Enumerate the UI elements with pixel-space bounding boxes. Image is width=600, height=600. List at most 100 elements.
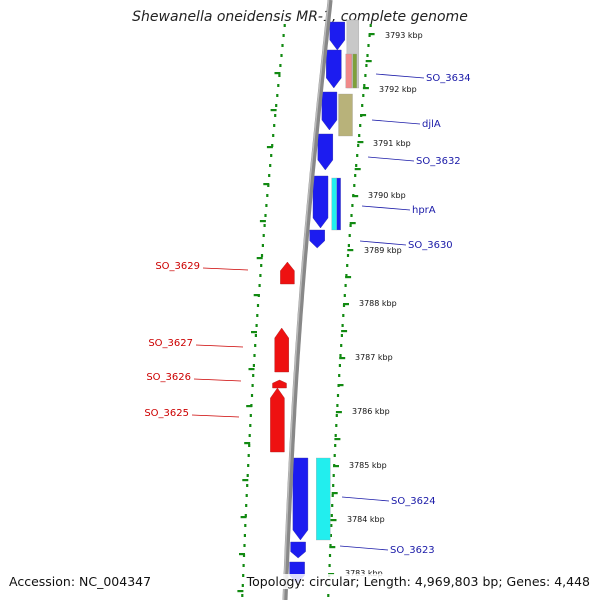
feature-block-cyan[interactable] bbox=[331, 177, 337, 231]
kbp-label: 3790 kbp bbox=[368, 191, 406, 200]
right-tick-dot bbox=[331, 494, 334, 497]
accession-text: Accession: NC_004347 bbox=[9, 574, 152, 589]
left-tick-dot bbox=[262, 234, 265, 237]
right-tick-dash bbox=[354, 168, 361, 171]
right-tick-dot bbox=[334, 434, 337, 437]
reverse-gene[interactable] bbox=[270, 387, 285, 453]
right-tick-dot bbox=[343, 294, 346, 297]
forward-gene[interactable] bbox=[329, 21, 345, 51]
label-connector bbox=[367, 156, 415, 162]
right-tick-dot bbox=[348, 234, 351, 237]
genome-summary-text: Topology: circular; Length: 4,969,803 bp… bbox=[246, 574, 590, 589]
left-tick-dash bbox=[256, 257, 263, 260]
left-tick-dot bbox=[245, 504, 248, 507]
left-tick-dash bbox=[237, 590, 244, 593]
gene-label-SO_3632[interactable]: SO_3632 bbox=[416, 156, 461, 167]
right-tick-dot bbox=[344, 284, 347, 287]
right-tick-dot bbox=[347, 244, 350, 247]
left-tick-dash bbox=[274, 72, 281, 75]
left-tick-dot bbox=[251, 384, 254, 387]
right-tick-dot bbox=[350, 214, 353, 217]
right-tick-dash bbox=[357, 141, 364, 144]
left-tick-dot bbox=[252, 374, 255, 377]
left-tick-dot bbox=[277, 84, 280, 87]
gene-label-SO_3623[interactable]: SO_3623 bbox=[390, 545, 435, 556]
tick-marks bbox=[237, 24, 375, 597]
gene-label-SO_3634[interactable]: SO_3634 bbox=[426, 73, 471, 84]
right-tick-dash bbox=[335, 411, 342, 414]
right-tick-dash bbox=[360, 114, 367, 117]
left-tick-dot bbox=[246, 484, 249, 487]
gene-label-SO_3630[interactable]: SO_3630 bbox=[408, 240, 453, 251]
left-tick-dot bbox=[259, 274, 262, 277]
right-tick-dot bbox=[338, 374, 341, 377]
label-connector bbox=[361, 205, 411, 211]
feature-block-cyan-large[interactable] bbox=[316, 457, 331, 541]
label-connector bbox=[191, 414, 240, 418]
kbp-label: 3787 kbp bbox=[355, 353, 393, 362]
right-tick-dot bbox=[342, 314, 345, 317]
right-tick-dot bbox=[346, 254, 350, 257]
right-tick-dash bbox=[365, 60, 372, 63]
reverse-gene[interactable] bbox=[272, 379, 287, 389]
forward-gene[interactable] bbox=[321, 91, 338, 131]
right-tick-dot bbox=[340, 334, 343, 337]
feature-block-olive[interactable] bbox=[338, 93, 353, 137]
gene-label-SO_3626[interactable]: SO_3626 bbox=[146, 372, 191, 383]
right-tick-dash bbox=[343, 303, 349, 306]
right-tick-dash bbox=[334, 438, 341, 441]
right-tick-dash bbox=[339, 357, 346, 360]
left-tick-dot bbox=[271, 144, 274, 147]
left-tick-dot bbox=[256, 314, 259, 317]
feature-block-green[interactable] bbox=[352, 53, 357, 89]
forward-gene[interactable] bbox=[312, 175, 329, 229]
left-tick-dot bbox=[254, 344, 257, 347]
forward-gene[interactable] bbox=[292, 457, 309, 541]
left-tick-dash bbox=[239, 553, 245, 556]
right-tick-dot bbox=[331, 504, 334, 507]
left-tick-dot bbox=[269, 164, 272, 167]
left-tick-dot bbox=[266, 194, 269, 197]
right-tick-dot bbox=[357, 144, 360, 147]
left-tick-dot bbox=[264, 214, 267, 217]
right-tick-dot bbox=[367, 44, 370, 47]
right-tick-dot bbox=[354, 174, 357, 177]
right-tick-dot bbox=[340, 344, 343, 347]
gene-label-hprA[interactable]: hprA bbox=[412, 205, 436, 216]
feature-block-blue[interactable] bbox=[336, 177, 341, 231]
gene-label-SO_3629[interactable]: SO_3629 bbox=[155, 261, 200, 272]
right-tick-dot bbox=[369, 24, 372, 27]
right-tick-dot bbox=[362, 94, 365, 97]
forward-gene[interactable] bbox=[309, 229, 325, 249]
right-tick-dash bbox=[333, 465, 339, 468]
right-tick-dash bbox=[337, 384, 344, 387]
forward-gene[interactable] bbox=[317, 133, 333, 171]
right-tick-dot bbox=[336, 404, 339, 407]
gene-label-SO_3625[interactable]: SO_3625 bbox=[144, 408, 189, 419]
gene-label-SO_3624[interactable]: SO_3624 bbox=[391, 496, 436, 507]
right-tick-dot bbox=[330, 524, 333, 527]
right-tick-dash bbox=[345, 276, 352, 279]
left-tick-dot bbox=[247, 454, 250, 457]
right-tick-dot bbox=[327, 594, 330, 597]
reverse-gene[interactable] bbox=[280, 261, 295, 285]
right-tick-dot bbox=[333, 454, 336, 457]
right-tick-dot bbox=[329, 544, 332, 547]
gene-label-SO_3627[interactable]: SO_3627 bbox=[148, 338, 193, 349]
left-tick-dot bbox=[279, 64, 282, 67]
right-tick-dash bbox=[330, 519, 337, 522]
right-tick-dot bbox=[328, 564, 331, 567]
right-tick-dot bbox=[342, 304, 346, 307]
left-tick-dash bbox=[244, 442, 251, 445]
feature-block-pink[interactable] bbox=[345, 53, 352, 89]
reverse-gene[interactable] bbox=[274, 327, 289, 373]
left-tick-dot bbox=[255, 324, 258, 327]
forward-gene[interactable] bbox=[290, 541, 306, 559]
right-tick-dash bbox=[362, 87, 369, 90]
left-tick-dot bbox=[260, 254, 264, 257]
kbp-label: 3793 kbp bbox=[385, 31, 423, 40]
label-connector bbox=[375, 73, 425, 79]
gene-label-djlA[interactable]: djlA bbox=[422, 119, 441, 130]
forward-gene[interactable] bbox=[326, 49, 342, 89]
